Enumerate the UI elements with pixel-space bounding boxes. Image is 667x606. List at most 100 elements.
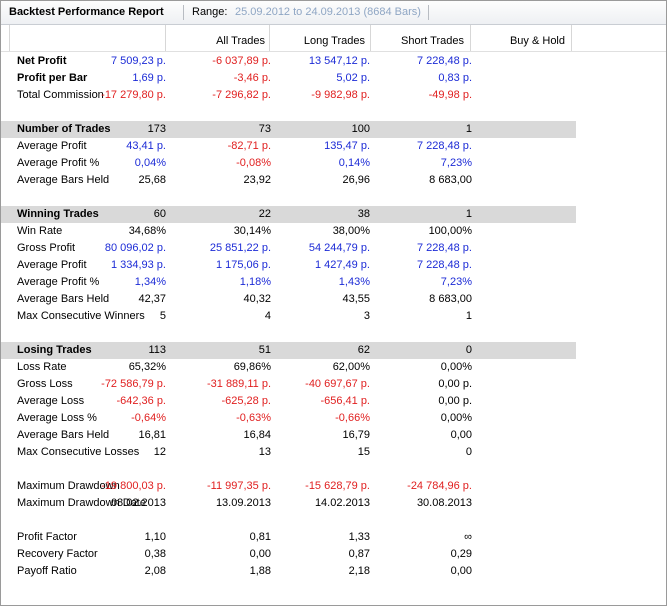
- value-long-trades: 40,32: [243, 293, 271, 305]
- toolbar-separator: [183, 5, 184, 20]
- metric-row: Profit Factor 1,10 0,81 1,33 ∞: [1, 529, 576, 546]
- value-all-trades: 42,37: [138, 293, 166, 305]
- value-short-trades: 1 427,49 p.: [314, 259, 370, 271]
- value-all-trades: -0,64%: [131, 412, 166, 424]
- column-header-long-trades[interactable]: Long Trades: [303, 35, 365, 47]
- value-short-trades: 16,79: [342, 429, 370, 441]
- value-long-trades: -0,08%: [236, 157, 271, 169]
- value-buy-hold: 7 228,48 p.: [416, 140, 472, 152]
- value-long-trades: 4: [264, 310, 271, 322]
- metric-row: Maximum Drawdown -19 800,03 p. -11 997,35 …: [1, 478, 576, 495]
- metric-row: Average Loss -642,36 p. -625,28 p. -656,41 …: [1, 393, 576, 410]
- value-short-trades: 1,43%: [338, 276, 370, 288]
- value-buy-hold: ∞: [464, 531, 472, 543]
- metric-row: Payoff Ratio 2,08 1,88 2,18 0,00: [1, 563, 576, 580]
- metric-row: Gross Profit 80 096,02 p. 25 851,22 p. 54 2…: [1, 240, 576, 257]
- value-short-trades: 3: [363, 310, 370, 322]
- value-short-trades: 62: [357, 344, 370, 356]
- value-long-trades: 25 851,22 p.: [209, 242, 271, 254]
- value-short-trades: -0,66%: [335, 412, 370, 424]
- value-long-trades: -0,63%: [236, 412, 271, 424]
- value-short-trades: 0,14%: [338, 157, 370, 169]
- value-all-trades: 2,08: [144, 565, 166, 577]
- value-long-trades: -11 997,35 p.: [206, 480, 271, 492]
- value-long-trades: 30,14%: [233, 225, 271, 237]
- value-all-trades: 173: [147, 123, 166, 135]
- metric-row: Net Profit 7 509,23 p. -6 037,89 p. 13 547,…: [1, 53, 576, 70]
- metric-row: Average Bars Held 42,37 40,32 43,55 8 683,00: [1, 291, 576, 308]
- metric-row: Profit per Bar 1,69 p. -3,46 p. 5,02 p. 0,83…: [1, 70, 576, 87]
- value-all-trades: 1,34%: [134, 276, 166, 288]
- value-long-trades: 1 175,06 p.: [215, 259, 271, 271]
- value-short-trades: 38: [357, 208, 370, 220]
- metric-row: Max Consecutive Losses 12 13 15 0: [1, 444, 576, 461]
- value-long-trades: 23,92: [243, 174, 271, 186]
- value-short-trades: 2,18: [348, 565, 370, 577]
- value-long-trades: -3,46 p.: [233, 72, 271, 84]
- metric-row: Average Bars Held 16,81 16,84 16,79 0,00: [1, 427, 576, 444]
- value-short-trades: 0,87: [348, 548, 370, 560]
- value-long-trades: 69,86%: [233, 361, 271, 373]
- metric-row: Average Profit 1 334,93 p. 1 175,06 p. 1 42…: [1, 257, 576, 274]
- value-all-trades: 25,68: [138, 174, 166, 186]
- value-buy-hold: 0: [465, 344, 472, 356]
- value-short-trades: -40 697,67 p.: [305, 378, 370, 390]
- value-long-trades: 1,18%: [239, 276, 271, 288]
- value-all-trades: -17 279,80 p.: [101, 89, 166, 101]
- value-all-trades: 34,68%: [128, 225, 166, 237]
- value-short-trades: 43,55: [342, 293, 370, 305]
- value-short-trades: 135,47 p.: [324, 140, 370, 152]
- column-divider: [370, 25, 371, 51]
- metric-row: Loss Rate 65,32% 69,86% 62,00% 0,00%: [1, 359, 576, 376]
- range-value[interactable]: 25.09.2012 to 24.09.2013 (8684 Bars): [235, 6, 421, 18]
- value-all-trades: 1,69 p.: [132, 72, 166, 84]
- metric-label: Recovery Factor: [17, 548, 98, 560]
- value-all-trades: 113: [148, 344, 166, 356]
- value-buy-hold: 0,29: [450, 548, 472, 560]
- metric-label: Number of Trades: [17, 123, 111, 135]
- metric-label: Maximum Drawdown Date: [17, 497, 146, 509]
- value-long-trades: -82,71 p.: [227, 140, 271, 152]
- metric-label: Maximum Drawdown: [17, 480, 120, 492]
- value-buy-hold: 7 228,48 p.: [416, 55, 472, 67]
- value-all-trades: 5: [159, 310, 166, 322]
- value-long-trades: 0,81: [249, 531, 271, 543]
- column-header-buy-hold[interactable]: Buy & Hold: [509, 35, 565, 47]
- metric-row: Win Rate 34,68% 30,14% 38,00% 100,00%: [1, 223, 576, 240]
- metric-label: Profit Factor: [17, 531, 77, 543]
- column-header-all-trades[interactable]: All Trades: [216, 35, 265, 47]
- metric-label: Winning Trades: [17, 208, 99, 220]
- value-long-trades: 1,88: [249, 565, 271, 577]
- value-all-trades: 7 509,23 p.: [110, 55, 166, 67]
- value-buy-hold: 1: [465, 208, 472, 220]
- value-all-trades: 12: [153, 446, 166, 458]
- metric-row: Average Profit % 0,04% -0,08% 0,14% 7,23%: [1, 155, 576, 172]
- value-buy-hold: 8 683,00: [429, 293, 472, 305]
- value-buy-hold: -49,98 p.: [428, 89, 472, 101]
- section-header-row: Losing Trades 113 51 62 0: [1, 342, 576, 359]
- report-title: Backtest Performance Report: [9, 6, 164, 18]
- value-long-trades: 16,84: [243, 429, 271, 441]
- value-buy-hold: 30.08.2013: [416, 497, 472, 509]
- metric-row: Recovery Factor 0,38 0,00 0,87 0,29: [1, 546, 576, 563]
- metric-label: Average Bars Held: [17, 174, 110, 186]
- metric-label: Average Loss: [17, 395, 85, 407]
- header-divider: [1, 51, 666, 52]
- value-all-trades: 0,38: [144, 548, 166, 560]
- value-buy-hold: 1: [465, 123, 472, 135]
- metric-label: Gross Profit: [17, 242, 76, 254]
- metric-label: Average Bars Held: [17, 429, 110, 441]
- metric-label: Profit per Bar: [17, 72, 88, 84]
- value-buy-hold: -24 784,96 p.: [407, 480, 472, 492]
- column-header-short-trades[interactable]: Short Trades: [401, 35, 464, 47]
- value-buy-hold: 0,00%: [440, 412, 472, 424]
- metric-label: Average Profit %: [17, 276, 100, 288]
- metric-row: Max Consecutive Winners 5 4 3 1: [1, 308, 576, 325]
- value-all-trades: 60: [153, 208, 166, 220]
- metric-row: Average Profit 43,41 p. -82,71 p. 135,47 p.…: [1, 138, 576, 155]
- value-buy-hold: 100,00%: [428, 225, 472, 237]
- value-buy-hold: 7 228,48 p.: [416, 242, 472, 254]
- metric-label: Net Profit: [17, 55, 67, 67]
- value-long-trades: 0,00: [249, 548, 271, 560]
